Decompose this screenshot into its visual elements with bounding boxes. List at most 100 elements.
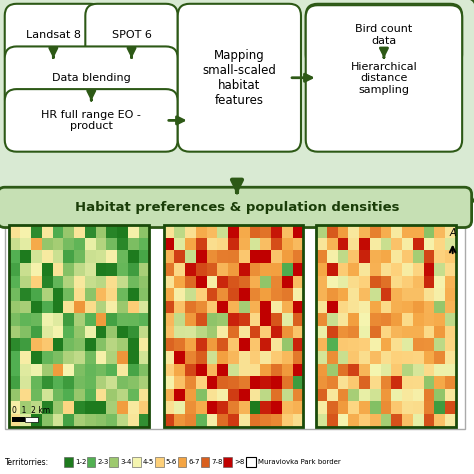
Bar bbox=[348, 300, 360, 313]
Bar bbox=[370, 237, 381, 250]
Bar bbox=[20, 413, 31, 427]
Bar bbox=[96, 225, 107, 238]
Bar bbox=[217, 300, 228, 313]
Bar bbox=[74, 351, 85, 364]
Bar bbox=[53, 413, 64, 427]
Bar bbox=[271, 401, 283, 414]
Text: Landsat 8: Landsat 8 bbox=[26, 30, 81, 40]
Bar bbox=[31, 250, 42, 263]
Bar bbox=[424, 263, 435, 275]
Bar bbox=[392, 237, 403, 250]
Bar bbox=[392, 351, 403, 364]
Bar bbox=[424, 388, 435, 401]
Bar bbox=[207, 338, 218, 351]
Bar bbox=[260, 237, 272, 250]
Bar bbox=[327, 401, 338, 414]
Bar bbox=[185, 338, 196, 351]
Bar bbox=[424, 300, 435, 313]
Bar bbox=[348, 237, 360, 250]
Bar bbox=[327, 300, 338, 313]
Bar bbox=[370, 338, 381, 351]
Bar bbox=[164, 225, 303, 427]
Bar bbox=[96, 288, 107, 301]
Bar bbox=[128, 288, 139, 301]
Bar bbox=[271, 225, 283, 238]
Bar bbox=[42, 275, 53, 288]
Bar bbox=[63, 275, 74, 288]
Bar bbox=[31, 225, 42, 238]
Bar bbox=[250, 288, 261, 301]
Bar bbox=[87, 457, 95, 467]
Bar bbox=[42, 338, 53, 351]
Bar bbox=[424, 313, 435, 326]
Bar bbox=[337, 338, 349, 351]
Bar bbox=[271, 413, 283, 427]
Bar bbox=[228, 363, 239, 376]
Bar bbox=[196, 313, 207, 326]
Bar bbox=[96, 351, 107, 364]
Bar bbox=[292, 401, 304, 414]
Bar bbox=[337, 250, 349, 263]
Bar bbox=[106, 288, 118, 301]
Bar bbox=[370, 300, 381, 313]
Bar bbox=[196, 275, 207, 288]
Bar bbox=[128, 413, 139, 427]
Bar bbox=[196, 388, 207, 401]
Bar bbox=[96, 237, 107, 250]
Bar bbox=[42, 388, 53, 401]
Bar bbox=[282, 275, 293, 288]
Bar bbox=[185, 363, 196, 376]
Bar bbox=[96, 338, 107, 351]
Bar bbox=[9, 325, 21, 338]
Bar bbox=[316, 363, 328, 376]
Bar bbox=[164, 225, 175, 238]
Bar bbox=[250, 325, 261, 338]
Bar bbox=[445, 263, 456, 275]
Bar bbox=[85, 376, 96, 389]
Bar bbox=[327, 388, 338, 401]
Bar bbox=[316, 250, 328, 263]
Bar bbox=[260, 263, 272, 275]
Bar bbox=[53, 237, 64, 250]
Bar bbox=[402, 325, 413, 338]
Bar bbox=[138, 263, 150, 275]
Bar bbox=[445, 225, 456, 238]
Bar bbox=[9, 376, 21, 389]
Bar bbox=[31, 413, 42, 427]
Bar bbox=[359, 225, 370, 238]
Bar bbox=[392, 250, 403, 263]
Bar bbox=[196, 413, 207, 427]
Bar bbox=[138, 363, 150, 376]
Bar bbox=[228, 250, 239, 263]
Bar bbox=[31, 351, 42, 364]
Bar bbox=[348, 225, 360, 238]
Bar bbox=[271, 263, 283, 275]
Bar bbox=[435, 275, 446, 288]
Bar bbox=[178, 457, 186, 467]
Bar bbox=[185, 401, 196, 414]
Text: Mapping
small-scaled
habitat
features: Mapping small-scaled habitat features bbox=[202, 49, 276, 107]
Bar bbox=[42, 225, 53, 238]
Bar bbox=[9, 275, 21, 288]
Bar bbox=[117, 363, 128, 376]
Bar bbox=[207, 363, 218, 376]
Text: SPOT 6: SPOT 6 bbox=[111, 30, 152, 40]
Bar bbox=[164, 300, 175, 313]
Bar bbox=[74, 237, 85, 250]
Bar bbox=[9, 338, 21, 351]
Text: Hierarchical
distance
sampling: Hierarchical distance sampling bbox=[351, 62, 417, 95]
Text: 0  1  2 km: 0 1 2 km bbox=[12, 406, 50, 415]
Bar bbox=[117, 376, 128, 389]
Bar bbox=[31, 313, 42, 326]
Bar bbox=[260, 288, 272, 301]
Bar bbox=[392, 363, 403, 376]
Bar bbox=[424, 325, 435, 338]
Bar bbox=[228, 237, 239, 250]
Bar bbox=[9, 288, 21, 301]
Bar bbox=[85, 338, 96, 351]
Bar bbox=[20, 225, 31, 238]
Bar bbox=[53, 263, 64, 275]
Bar bbox=[185, 300, 196, 313]
Bar bbox=[42, 401, 53, 414]
Bar bbox=[228, 225, 239, 238]
